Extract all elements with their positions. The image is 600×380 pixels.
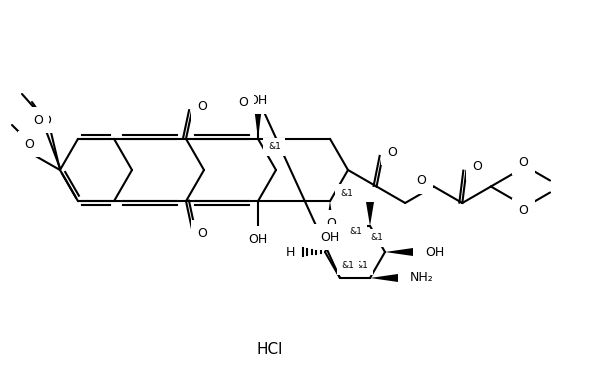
Text: OH: OH (425, 245, 444, 258)
Polygon shape (366, 202, 374, 226)
Text: OH: OH (248, 94, 268, 107)
Text: O: O (238, 96, 248, 109)
Text: &1: &1 (340, 189, 353, 198)
Polygon shape (254, 107, 262, 139)
Text: &1: &1 (350, 226, 362, 236)
Text: O: O (518, 204, 529, 217)
Text: OH: OH (320, 231, 340, 244)
Text: O: O (197, 100, 207, 113)
Polygon shape (385, 248, 413, 256)
Text: O: O (197, 227, 207, 240)
Text: O: O (326, 217, 336, 230)
Text: O: O (518, 155, 529, 168)
Text: HCl: HCl (257, 342, 283, 358)
Text: O: O (388, 146, 398, 159)
Text: &1: &1 (371, 233, 383, 242)
Text: H: H (286, 245, 295, 258)
Text: OH: OH (248, 233, 268, 246)
Text: NH₂: NH₂ (410, 271, 434, 285)
Text: &1: &1 (356, 261, 368, 271)
Polygon shape (370, 274, 398, 282)
Text: O: O (33, 114, 43, 127)
Text: &1: &1 (341, 261, 355, 271)
Text: O: O (41, 114, 51, 127)
Text: O: O (416, 174, 427, 187)
Text: &1: &1 (268, 142, 281, 151)
Polygon shape (326, 201, 334, 227)
Text: O: O (472, 160, 482, 174)
Text: O: O (24, 138, 34, 150)
